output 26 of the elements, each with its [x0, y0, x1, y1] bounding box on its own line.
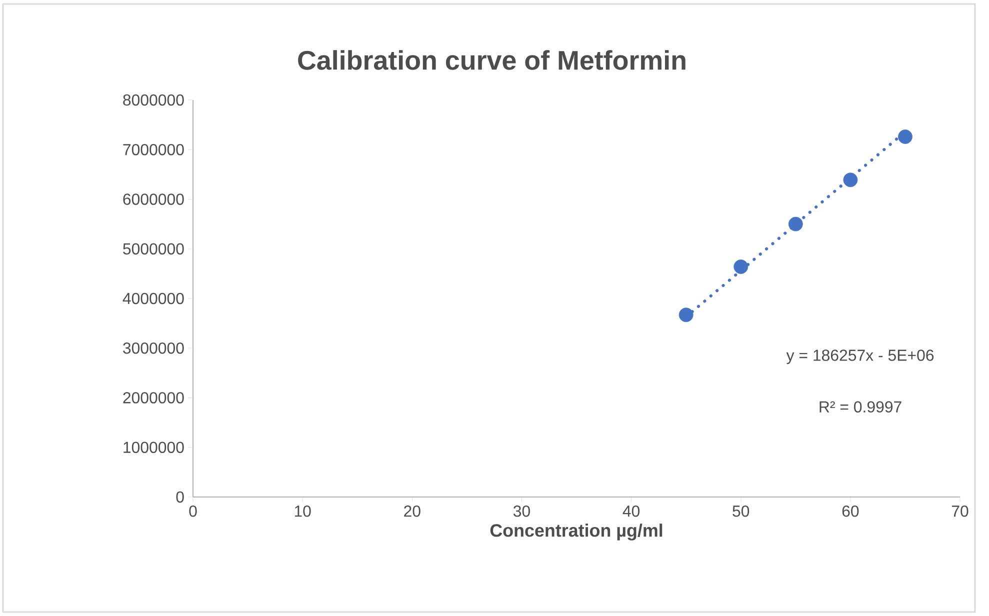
point: [788, 216, 803, 232]
annotation: R² = 0.9997: [820, 401, 902, 413]
y-tick-label: 1000000: [124, 442, 184, 454]
point: [678, 308, 694, 322]
point: [843, 172, 858, 188]
y-tick-label: 2000000: [123, 392, 184, 404]
annotation: y = 186257x - 5E+06: [786, 350, 934, 364]
x-tick-label: 60: [842, 506, 859, 517]
x-tick-label: 20: [404, 506, 420, 517]
chart-title: Calibration curve of Metformin: [298, 50, 686, 70]
y-tick-label: 6000000: [123, 194, 184, 205]
point: [898, 130, 912, 144]
y-tick-label: 0: [176, 491, 184, 503]
x-tick-label: 50: [732, 506, 750, 517]
x-axis-title: Concentration µg/ml: [490, 524, 662, 540]
x-tick-label: 0: [189, 506, 197, 517]
y-tick-label: 4000000: [122, 292, 184, 304]
x-tick-label: 10: [294, 506, 311, 517]
x-tick-label: 70: [952, 506, 968, 517]
y-tick-label: 7000000: [123, 144, 184, 156]
y-tick-label: 8000000: [123, 94, 184, 106]
point: [734, 260, 748, 274]
x-tick-label: 30: [513, 506, 530, 517]
y-tick-label: 3000000: [123, 342, 184, 354]
x-tick-label: 40: [622, 506, 640, 517]
y-tick-label: 5000000: [123, 243, 184, 255]
